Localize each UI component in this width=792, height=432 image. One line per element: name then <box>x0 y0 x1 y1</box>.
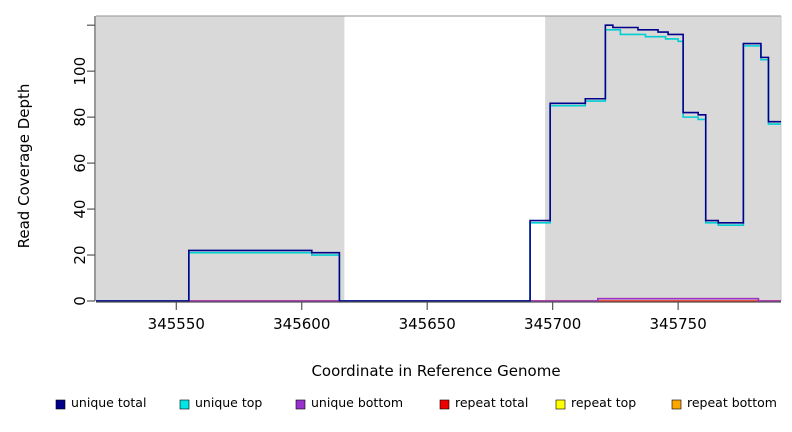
series-unique-total <box>96 24 781 302</box>
legend-label-repeat-bottom: repeat bottom <box>687 395 777 410</box>
legend-label-unique-bottom: unique bottom <box>311 395 403 410</box>
y-tick-label: 0 <box>71 296 89 306</box>
shaded-regions-group <box>96 16 781 301</box>
repeat-region-left <box>96 16 345 301</box>
legend-swatch-unique-total <box>55 399 66 410</box>
axis-titles-group: Coordinate in Reference Genome Read Cove… <box>15 84 561 380</box>
legend-swatch-unique-top <box>179 399 190 410</box>
series-unique-bottom <box>96 297 781 302</box>
legend-label-repeat-total: repeat total <box>455 395 528 410</box>
legend-label-unique-total: unique total <box>71 395 146 410</box>
y-axis-title: Read Coverage Depth <box>15 84 33 249</box>
chart-legend: unique total unique top unique bottom repea… <box>55 395 777 410</box>
y-tick-label: 40 <box>71 200 89 219</box>
x-tick-label: 345550 <box>148 315 205 333</box>
y-tick-label: 80 <box>71 108 89 127</box>
y-axis: 0 20 40 60 80 100 <box>71 16 96 306</box>
x-tick-label: 345650 <box>399 315 456 333</box>
y-tick-label: 100 <box>71 57 89 86</box>
x-tick-label: 345750 <box>649 315 706 333</box>
legend-swatch-repeat-total <box>439 399 450 410</box>
series-group <box>96 24 781 302</box>
y-tick-label: 60 <box>71 154 89 173</box>
x-axis: 345550 345600 345650 345700 345750 <box>96 301 781 333</box>
x-tick-label: 345700 <box>524 315 581 333</box>
repeat-region-right <box>545 16 781 301</box>
legend-swatch-unique-bottom <box>295 399 306 410</box>
y-tick-label: 20 <box>71 245 89 264</box>
x-tick-label: 345600 <box>273 315 330 333</box>
legend-swatch-repeat-bottom <box>671 399 682 410</box>
plot-area-border <box>96 15 782 301</box>
legend-label-repeat-top: repeat top <box>571 395 636 410</box>
x-axis-title: Coordinate in Reference Genome <box>311 362 560 380</box>
legend-label-unique-top: unique top <box>195 395 262 410</box>
legend-swatch-repeat-top <box>555 399 566 410</box>
